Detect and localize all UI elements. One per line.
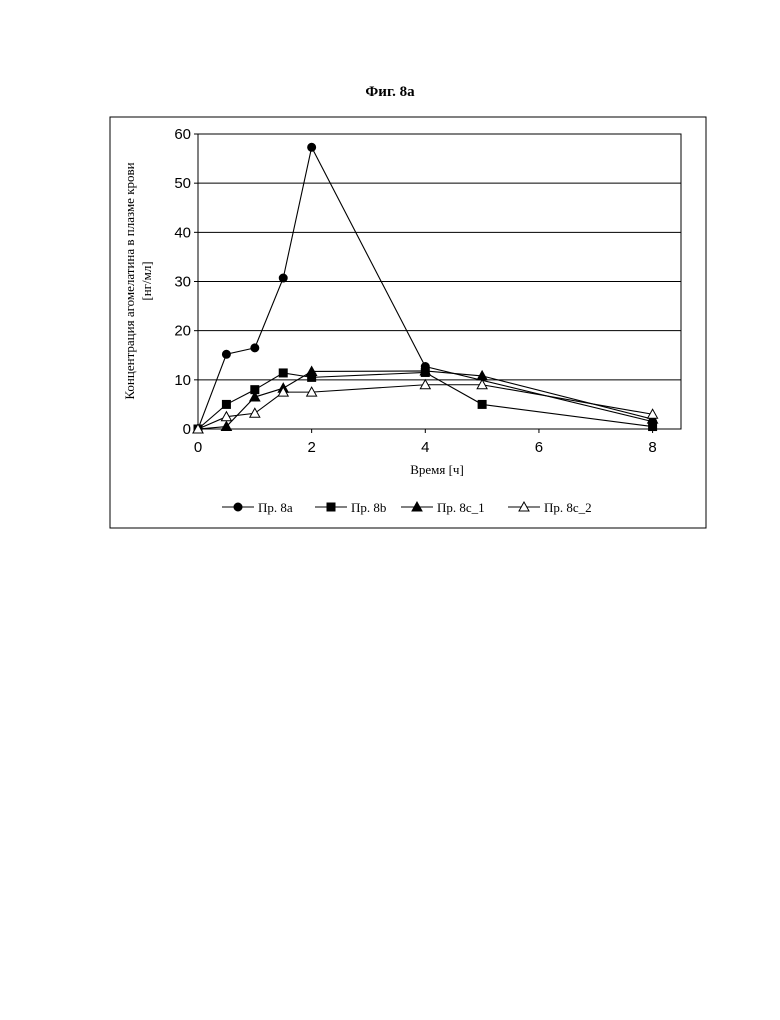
data-point: [279, 369, 287, 377]
x-tick-label: 6: [535, 439, 543, 456]
legend-item: Пр. 8c_1: [401, 500, 485, 515]
data-point: [327, 503, 335, 511]
chart-frame: [110, 117, 706, 528]
legend-item: Пр. 8c_2: [508, 500, 592, 515]
y-tick-label: 50: [174, 175, 191, 192]
y-axis-label: Концентрация агомелатина в плазме крови: [122, 162, 137, 399]
y-tick-label: 30: [174, 274, 191, 291]
series-group: [193, 143, 658, 433]
data-point: [478, 400, 486, 408]
y-tick-label: 20: [174, 323, 191, 340]
data-point: [649, 423, 657, 431]
data-point: [251, 344, 259, 352]
series-1: [194, 143, 657, 433]
data-point: [279, 274, 287, 282]
data-point: [234, 503, 242, 511]
legend-label: Пр. 8b: [351, 500, 386, 515]
data-point: [222, 400, 230, 408]
legend-item: Пр. 8a: [222, 500, 293, 515]
series-2: [194, 368, 657, 433]
y-tick-label: 60: [174, 126, 191, 143]
legend-label: Пр. 8a: [258, 500, 293, 515]
x-tick-label: 4: [421, 439, 429, 456]
axis-ticks: 0 10 20 30 40 50 60 0 2 4 6 8: [174, 126, 656, 456]
legend-label: Пр. 8c_1: [437, 500, 485, 515]
data-point: [308, 143, 316, 151]
x-tick-label: 2: [307, 439, 315, 456]
legend-item: Пр. 8b: [315, 500, 386, 515]
legend-label: Пр. 8c_2: [544, 500, 592, 515]
legend: Пр. 8a Пр. 8b Пр. 8c_1 Пр. 8c_2: [222, 500, 592, 515]
x-tick-label: 0: [194, 439, 202, 456]
y-tick-label: 0: [183, 421, 191, 438]
x-tick-label: 8: [648, 439, 656, 456]
data-point: [222, 350, 230, 358]
data-point: [250, 408, 260, 417]
y-axis-unit: [нг/мл]: [139, 261, 154, 300]
y-tick-label: 40: [174, 224, 191, 241]
grid-lines: [198, 183, 681, 380]
x-axis-label: Время [ч]: [410, 462, 464, 477]
y-tick-label: 10: [174, 372, 191, 389]
series-line: [198, 385, 653, 429]
